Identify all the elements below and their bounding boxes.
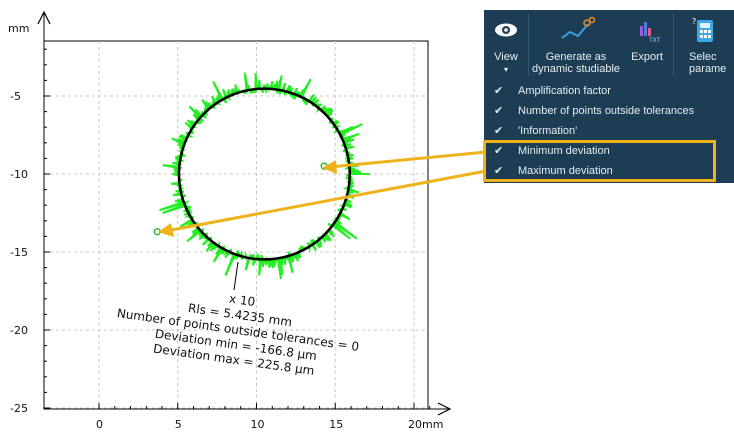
menu-item-maximum-deviation[interactable]: ✔ Maximum deviation (484, 161, 734, 181)
y-tick-label: -15 (10, 246, 28, 259)
check-icon: ✔ (494, 145, 504, 157)
menu-item-label: Maximum deviation (518, 165, 613, 177)
check-icon: ✔ (494, 165, 504, 177)
y-tick-label: -10 (10, 168, 28, 181)
y-tick-label: -20 (10, 324, 28, 337)
x-axis-arrow-icon (437, 402, 452, 416)
export-txt-icon: TXT (622, 16, 672, 44)
maximum-callout-arrowhead-icon (158, 223, 174, 237)
menu-item-amplification-factor[interactable]: ✔ Amplification factor (484, 81, 734, 101)
minimum-callout-arrowhead-icon (322, 160, 337, 174)
select-label-line2: parame (689, 63, 727, 75)
menu-item-minimum-deviation[interactable]: ✔ Minimum deviation (484, 141, 734, 161)
svg-text:TXT: TXT (648, 37, 661, 44)
y-tick-label: -25 (10, 402, 28, 415)
menu-item-label: Minimum deviation (518, 145, 610, 157)
menu-item-label: Number of points outside tolerances (518, 105, 695, 117)
view-dropdown-menu: ✔ Amplification factor ✔ Number of point… (484, 81, 734, 183)
select-label-line1: Selec (689, 51, 717, 63)
reference-circle (177, 87, 352, 261)
axis-ticks: 0 5 10 15 20 -5 -10 -15 -20 -25 (10, 48, 431, 431)
maximum-callout-arrow (165, 169, 487, 233)
x-unit-label: mm (422, 418, 443, 431)
eye-icon (484, 16, 528, 44)
x-tick-label: 10 (251, 418, 265, 431)
generate-label-line2: dynamic studiable (531, 63, 621, 75)
export-label: Export (631, 51, 663, 63)
svg-text:?: ? (692, 17, 696, 26)
minimum-callout-arrow (329, 150, 487, 169)
x-tick-label: 0 (96, 418, 103, 431)
check-icon: ✔ (494, 85, 504, 97)
x-tick-label: 20 (408, 418, 422, 431)
menu-item-points-outside-tolerances[interactable]: ✔ Number of points outside tolerances (484, 101, 734, 121)
amplification-factor-text: x 10 (228, 292, 256, 310)
highlight-frame (483, 140, 716, 182)
ribbon-separator (673, 14, 674, 76)
y-unit-label: mm (8, 22, 29, 35)
ribbon-toolbar: View ▾ Generate as dynamic studiable TXT … (484, 10, 734, 81)
x-tick-label: 15 (329, 418, 343, 431)
link-chart-icon (530, 16, 622, 44)
menu-item-information[interactable]: ✔ 'Information' (484, 121, 734, 141)
view-button[interactable]: View ▾ (484, 10, 528, 81)
check-icon: ✔ (494, 105, 504, 117)
generate-label-line1: Generate as (545, 51, 607, 63)
export-button[interactable]: TXT Export (622, 10, 672, 81)
generate-dynamic-studiable-button[interactable]: Generate as dynamic studiable (530, 10, 622, 81)
menu-item-label: Amplification factor (518, 85, 611, 97)
calculator-icon: ? (675, 16, 734, 44)
y-axis-arrow-icon (37, 10, 51, 25)
ribbon-separator (528, 14, 529, 76)
x-tick-label: 5 (175, 418, 182, 431)
view-label: View (494, 51, 518, 63)
check-icon: ✔ (494, 125, 504, 137)
annotation-leader-line (233, 261, 239, 291)
select-parameters-button[interactable]: ? Selec parame (675, 10, 734, 81)
y-tick-label: -5 (10, 90, 21, 103)
chevron-down-icon: ▾ (503, 65, 508, 74)
menu-item-label: 'Information' (518, 125, 578, 137)
plot-frame (43, 40, 429, 410)
